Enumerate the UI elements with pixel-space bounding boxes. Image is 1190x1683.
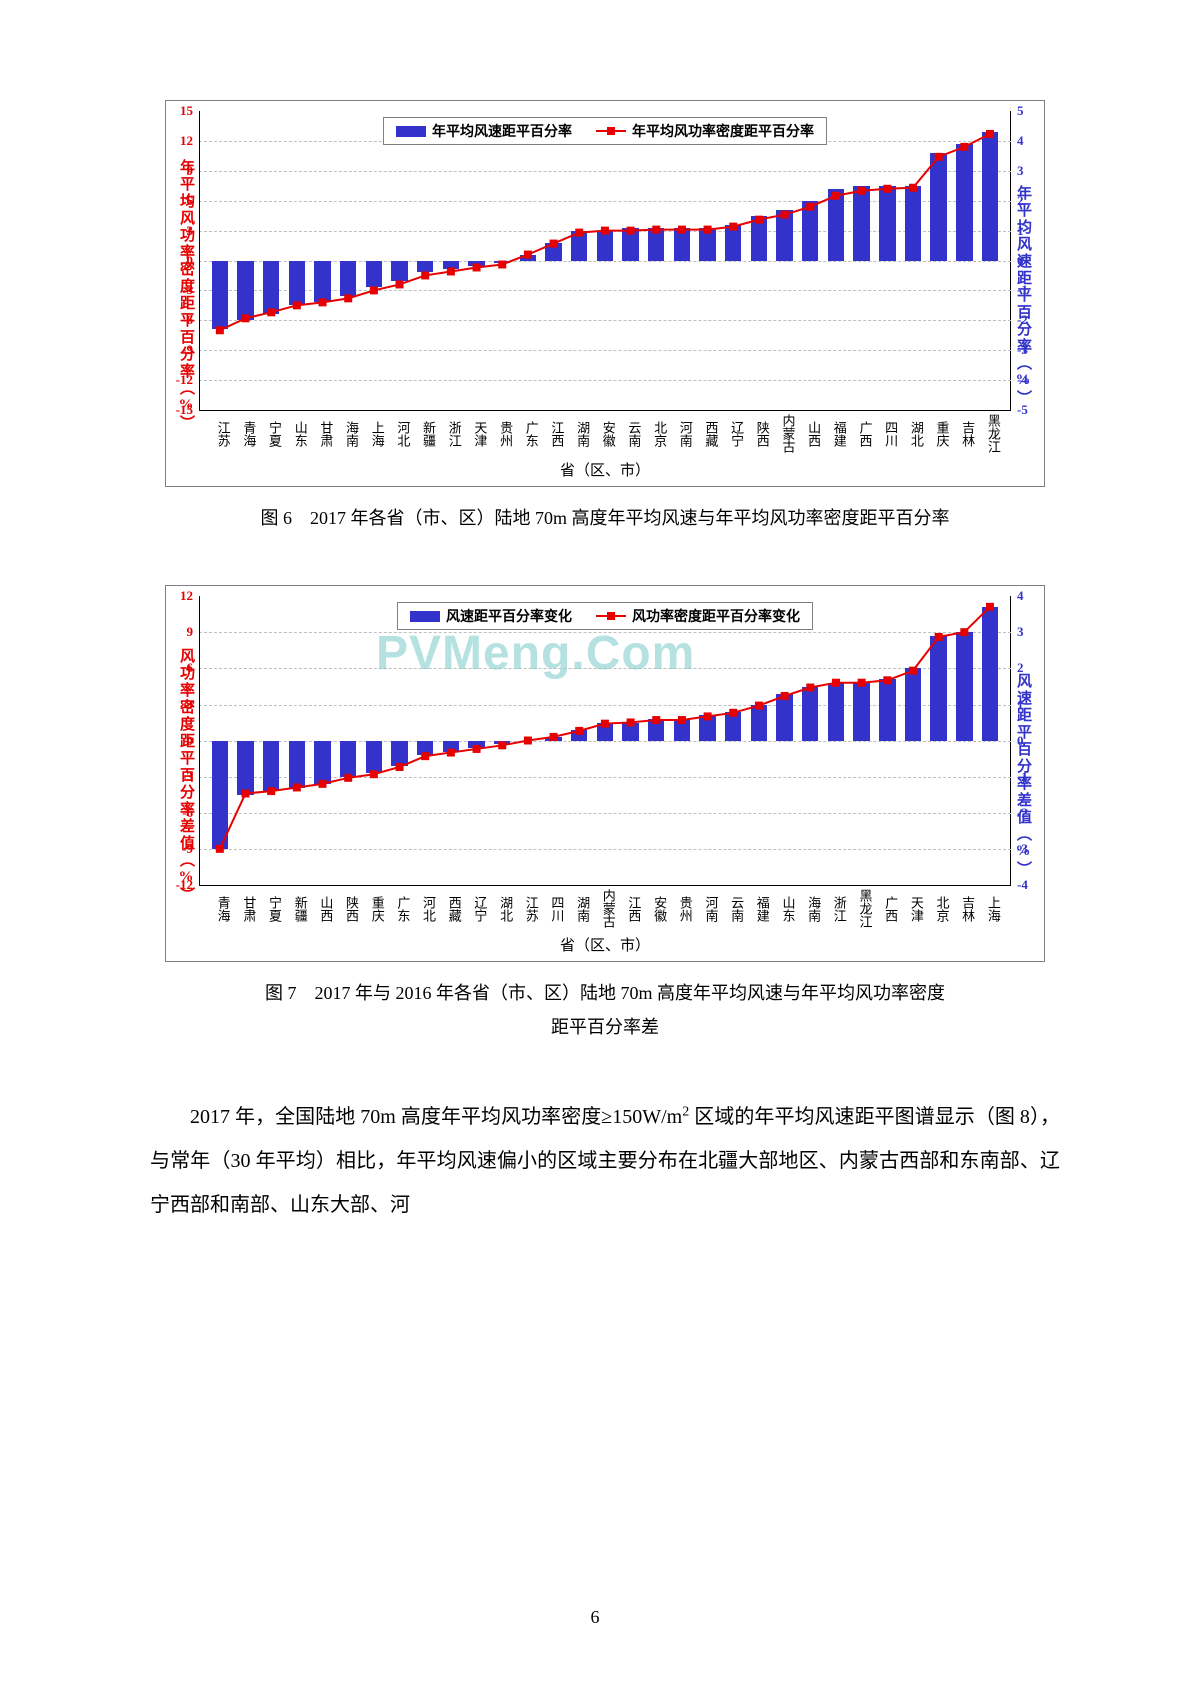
line-swatch-icon — [596, 615, 626, 617]
chart1-plot-area: 年平均风速距平百分率 年平均风功率密度距平百分率 -15-5-12-4-9-3-… — [199, 111, 1011, 411]
chart1-legend-bar: 年平均风速距平百分率 — [432, 121, 572, 141]
page-number: 6 — [0, 1607, 1190, 1628]
body-paragraph: 2017 年，全国陆地 70m 高度年平均风功率密度≥150W/m2 区域的年平… — [150, 1095, 1060, 1227]
bar-swatch-icon — [410, 611, 440, 622]
chart-1: 年平均风功率密度距平百分率（%） 年平均风速距平百分率 年平均风功率密度距平百分… — [165, 100, 1045, 487]
line-swatch-icon — [596, 130, 626, 132]
chart2-legend-bar: 风速距平百分率变化 — [446, 606, 572, 626]
bar-swatch-icon — [396, 126, 426, 137]
chart1-x-axis-title: 省（区、市） — [199, 459, 1011, 480]
chart1-legend-line: 年平均风功率密度距平百分率 — [632, 121, 814, 141]
chart1-x-axis: 江苏青海宁夏山东甘肃海南上海河北新疆浙江天津贵州广东江西湖南安徽云南北京河南西藏… — [199, 411, 1011, 453]
chart2-legend: 风速距平百分率变化 风功率密度距平百分率变化 — [397, 602, 813, 630]
chart2-legend-line: 风功率密度距平百分率变化 — [632, 606, 800, 626]
figure-6-caption: 图 6 2017 年各省（市、区）陆地 70m 高度年平均风速与年平均风功率密度… — [150, 501, 1060, 535]
chart2-x-axis-title: 省（区、市） — [199, 934, 1011, 955]
chart2-plot-area: 风速距平百分率变化 风功率密度距平百分率变化 -12-4-9-3-6-2-3-1… — [199, 596, 1011, 886]
figure-7-caption: 图 7 2017 年与 2016 年各省（市、区）陆地 70m 高度年平均风速与… — [150, 976, 1060, 1044]
chart1-legend: 年平均风速距平百分率 年平均风功率密度距平百分率 — [383, 117, 827, 145]
chart2-x-axis: 青海甘肃宁夏新疆山西陕西重庆广东河北西藏辽宁湖北江苏四川湖南内蒙古江西安徽贵州河… — [199, 886, 1011, 928]
chart-2: PVMeng.Com 风功率密度距平百分率差值（%） 风速距平百分率变化 风功率… — [165, 585, 1045, 962]
